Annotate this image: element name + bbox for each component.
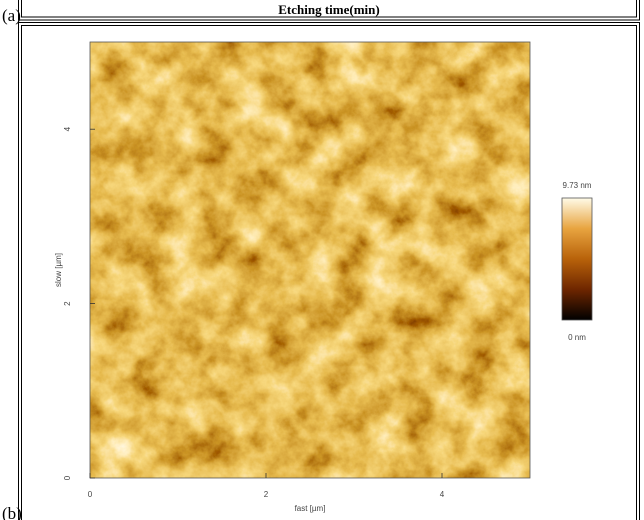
y-tick-label: 0: [63, 475, 72, 480]
y-tick-label: 4: [63, 126, 72, 131]
strip-title: Etching time(min): [278, 2, 379, 17]
colorbar: [562, 198, 592, 320]
y-axis-label: slow [µm]: [54, 253, 63, 287]
y-tick-label: 2: [63, 301, 72, 306]
x-axis-label: fast [µm]: [295, 504, 326, 513]
afm-image: [90, 42, 530, 478]
x-tick-label: 0: [88, 490, 93, 499]
figure: Etching time(min) (a) (b) 024024 fast [µ…: [0, 0, 644, 520]
colorbar-label: 9.73 nm: [563, 181, 592, 190]
x-tick-label: 4: [440, 490, 445, 499]
panel-label: (b): [2, 504, 22, 520]
x-tick-label: 2: [264, 490, 269, 499]
colorbar-label: 0 nm: [568, 333, 586, 342]
